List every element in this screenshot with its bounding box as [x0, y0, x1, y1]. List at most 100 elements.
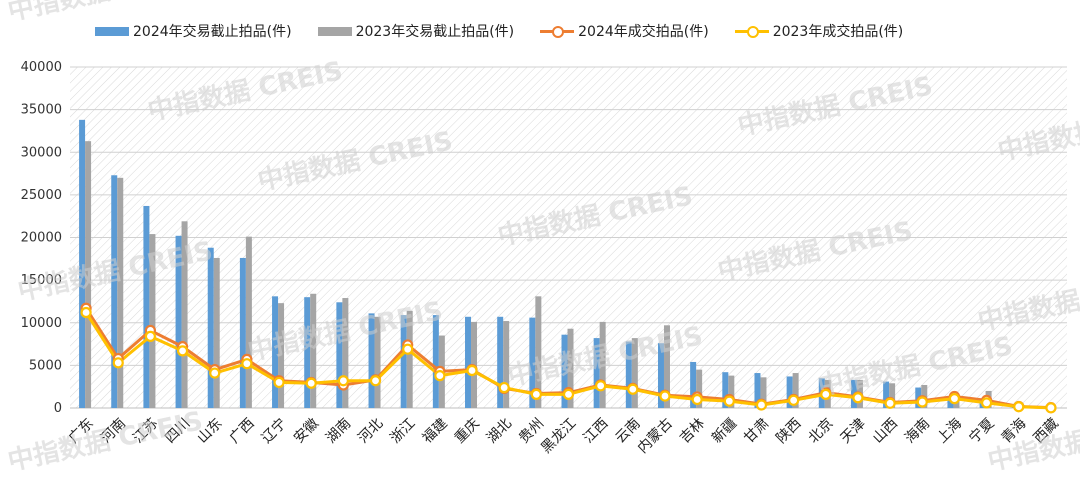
bar — [143, 205, 150, 408]
legend-swatch-2024-line — [540, 25, 575, 38]
bar — [663, 325, 670, 408]
bar — [245, 236, 252, 408]
line-point — [659, 390, 671, 402]
line-point — [176, 345, 189, 357]
line-point — [241, 358, 253, 370]
bar — [272, 296, 279, 408]
x-tick-label: 海南 — [902, 416, 933, 447]
bar — [85, 141, 92, 409]
bar — [310, 293, 317, 408]
legend: 2024年交易截止拍品(件) 2023年交易截止拍品(件) 2024年成交拍品(… — [95, 20, 929, 42]
legend-swatch-2023-line — [734, 25, 769, 38]
bar — [207, 247, 214, 408]
x-tick-label: 河北 — [355, 416, 386, 447]
bar — [374, 316, 381, 408]
y-tick-label: 10000 — [21, 316, 62, 331]
bar — [722, 372, 729, 408]
x-tick-label: 安徽 — [291, 416, 322, 447]
line-point — [466, 364, 478, 377]
bar — [625, 341, 632, 408]
line-point — [755, 399, 768, 411]
line-point — [884, 397, 896, 409]
bar — [760, 377, 767, 408]
bar — [690, 361, 697, 408]
x-tick-label: 湖南 — [323, 416, 354, 447]
y-tick-label: 20000 — [21, 231, 62, 246]
line-point — [595, 380, 607, 392]
line-point — [369, 375, 382, 387]
x-tick-label: 上海 — [934, 416, 965, 447]
x-tick-label: 黑龙江 — [538, 416, 579, 457]
line-point — [80, 306, 92, 319]
bar — [503, 321, 510, 408]
bar — [631, 338, 638, 408]
line-point — [305, 377, 317, 389]
x-tick-label: 内蒙古 — [635, 416, 676, 457]
x-tick-label: 重庆 — [452, 416, 483, 447]
y-tick-label: 15000 — [21, 273, 62, 288]
bar — [889, 383, 896, 408]
y-tick-label: 5000 — [29, 358, 62, 373]
x-tick-label: 吉林 — [677, 416, 708, 447]
legend-item-2024-bar[interactable]: 2024年交易截止拍品(件) — [95, 21, 292, 41]
x-tick-label: 陕西 — [773, 416, 804, 447]
bar — [497, 316, 504, 408]
bar — [278, 303, 285, 408]
legend-swatch-2023-bar — [317, 26, 352, 36]
y-tick-label: 35000 — [21, 103, 62, 118]
x-tick-label: 湖北 — [484, 416, 515, 447]
watermark-text: 中指数据 CREIS — [985, 406, 1080, 477]
bar — [465, 316, 472, 408]
bar — [175, 235, 182, 408]
line-point — [723, 395, 735, 407]
line-point — [788, 394, 800, 406]
bar — [117, 177, 124, 408]
bar — [149, 234, 156, 408]
bar — [567, 328, 574, 408]
bar — [792, 373, 799, 408]
bar — [336, 302, 343, 408]
x-tick-label: 甘肃 — [741, 416, 772, 447]
bar — [342, 298, 349, 408]
bar — [754, 373, 761, 408]
line-point — [337, 375, 349, 387]
x-tick-label: 新疆 — [709, 416, 740, 447]
line-point — [434, 370, 446, 382]
bar — [696, 369, 703, 408]
legend-label-2023-bar: 2023年交易截止拍品(件) — [355, 24, 515, 40]
bar — [535, 296, 542, 408]
x-tick-label: 江西 — [580, 416, 611, 447]
bar — [79, 119, 86, 408]
legend-label-2024-line: 2024年成交拍品(件) — [578, 24, 709, 40]
x-tick-label: 辽宁 — [258, 415, 290, 447]
x-tick-label: 宁夏 — [966, 415, 998, 447]
bar — [111, 175, 118, 408]
line-point — [402, 343, 414, 355]
legend-item-2023-line[interactable]: 2023年成交拍品(件) — [734, 21, 903, 41]
line-point — [1013, 401, 1025, 413]
legend-item-2023-bar[interactable]: 2023年交易截止拍品(件) — [317, 21, 515, 41]
line-point — [144, 330, 157, 342]
x-tick-label: 浙江 — [387, 416, 418, 447]
line-point — [209, 367, 221, 379]
line-point — [916, 396, 928, 408]
line-point — [498, 381, 510, 394]
bar — [529, 317, 536, 408]
bar — [239, 257, 246, 408]
legend-item-2024-line[interactable]: 2024年成交拍品(件) — [540, 21, 709, 41]
line-point — [948, 393, 961, 405]
bar — [213, 257, 220, 408]
bar — [406, 310, 413, 408]
line-point — [691, 393, 703, 406]
line-point — [820, 388, 832, 400]
bar — [657, 343, 664, 408]
watermark-text: 中指数据 CREIS — [5, 406, 205, 477]
bar — [400, 315, 407, 408]
x-tick-label: 福建 — [420, 416, 451, 447]
y-tick-label: 25000 — [21, 188, 62, 203]
line-point — [627, 383, 639, 395]
x-tick-label: 山西 — [870, 416, 901, 447]
